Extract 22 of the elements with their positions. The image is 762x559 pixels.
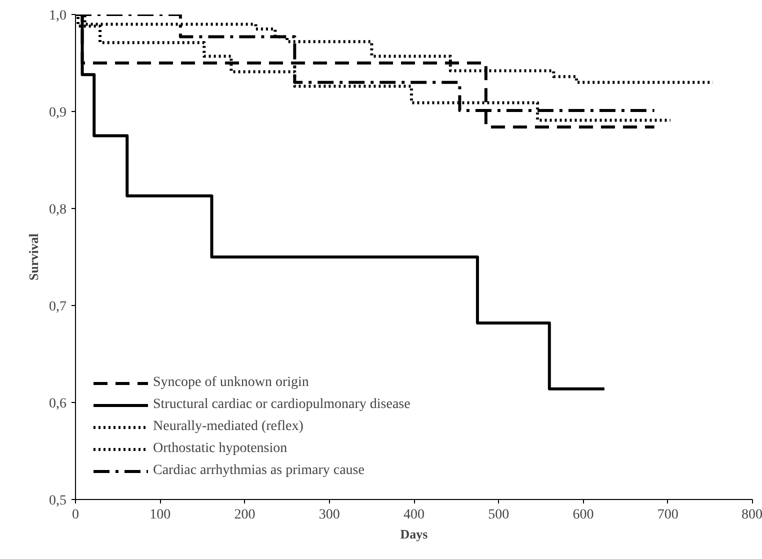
legend-label: Cardiac arrhythmias as primary cause	[153, 462, 364, 480]
y-tick-label: 1,0	[49, 8, 66, 24]
x-tick-label: 300	[318, 508, 340, 522]
legend-label: Orthostatic hypotension	[153, 440, 288, 458]
x-tick-label: 600	[572, 508, 594, 522]
x-tick-label: 700	[657, 508, 678, 522]
y-tick-label: 0,9	[49, 106, 66, 120]
x-tick-label: 500	[488, 508, 510, 522]
y-tick-label: 0,6	[49, 396, 66, 412]
y-tick-label: 0,7	[49, 300, 66, 314]
x-tick-label: 0	[72, 508, 79, 522]
legend-label: Syncope of unknown origin	[153, 374, 309, 392]
legend-label: Structural cardiac or cardiopulmonary disease	[153, 396, 410, 414]
x-tick-label: 100	[150, 508, 171, 522]
y-tick-label: 0,5	[49, 494, 66, 508]
x-axis-title: Days	[400, 526, 428, 542]
x-tick-label: 400	[404, 508, 424, 522]
x-tick-label: 800	[742, 508, 762, 522]
y-axis-title: Survival	[26, 233, 41, 280]
y-tick-label: 0,8	[49, 202, 66, 218]
x-tick-label: 200	[234, 508, 256, 522]
legend-label: Neurally-mediated (reflex)	[153, 418, 304, 436]
